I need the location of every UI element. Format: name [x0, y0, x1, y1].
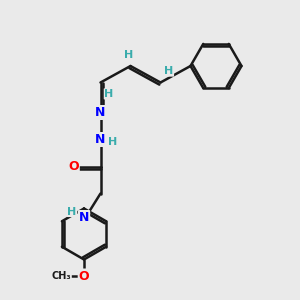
Text: O: O [68, 160, 79, 173]
Text: N: N [95, 106, 106, 119]
Text: H: H [124, 50, 134, 60]
Text: N: N [79, 211, 89, 224]
Text: N: N [95, 133, 106, 146]
Text: H: H [164, 66, 173, 76]
Text: H: H [68, 206, 76, 217]
Text: O: O [79, 269, 89, 283]
Text: CH₃: CH₃ [52, 271, 71, 281]
Text: H: H [104, 89, 113, 99]
Text: H: H [109, 137, 118, 147]
